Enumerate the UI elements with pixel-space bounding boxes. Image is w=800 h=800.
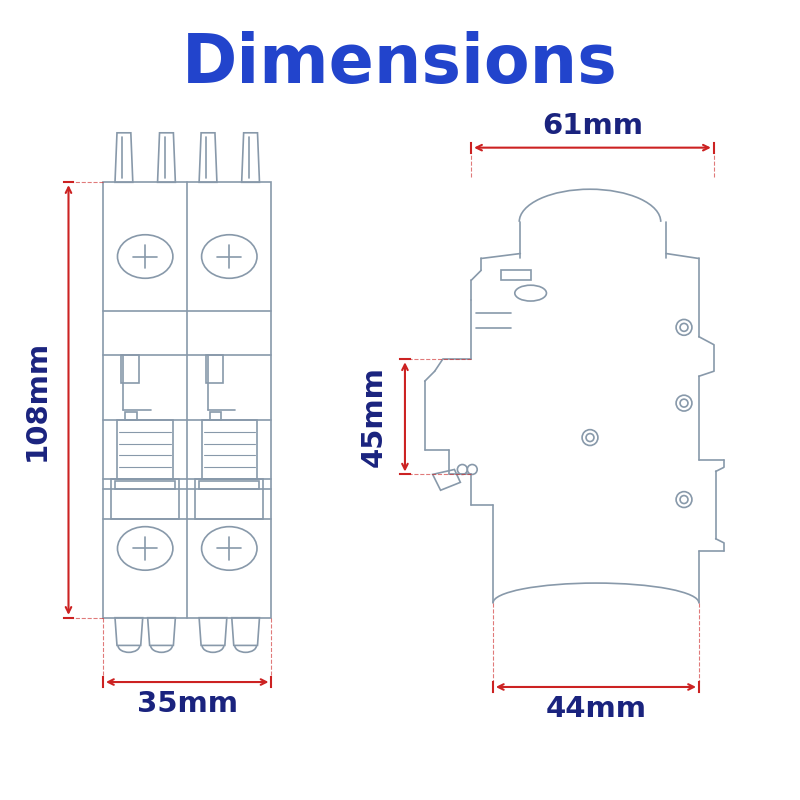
- Bar: [115, 481, 175, 489]
- Text: Dimensions: Dimensions: [182, 30, 618, 97]
- Text: 61mm: 61mm: [542, 112, 643, 140]
- Bar: [111, 479, 179, 518]
- Bar: [501, 270, 530, 280]
- Text: 108mm: 108mm: [23, 339, 51, 461]
- Text: 45mm: 45mm: [359, 366, 387, 467]
- Bar: [210, 412, 222, 420]
- Text: 44mm: 44mm: [546, 694, 646, 722]
- Bar: [195, 479, 263, 518]
- Bar: [202, 420, 257, 479]
- Bar: [118, 420, 173, 479]
- Text: 35mm: 35mm: [137, 690, 238, 718]
- Bar: [206, 355, 223, 383]
- Bar: [126, 412, 138, 420]
- Bar: [103, 182, 271, 618]
- Bar: [199, 481, 259, 489]
- Bar: [122, 355, 139, 383]
